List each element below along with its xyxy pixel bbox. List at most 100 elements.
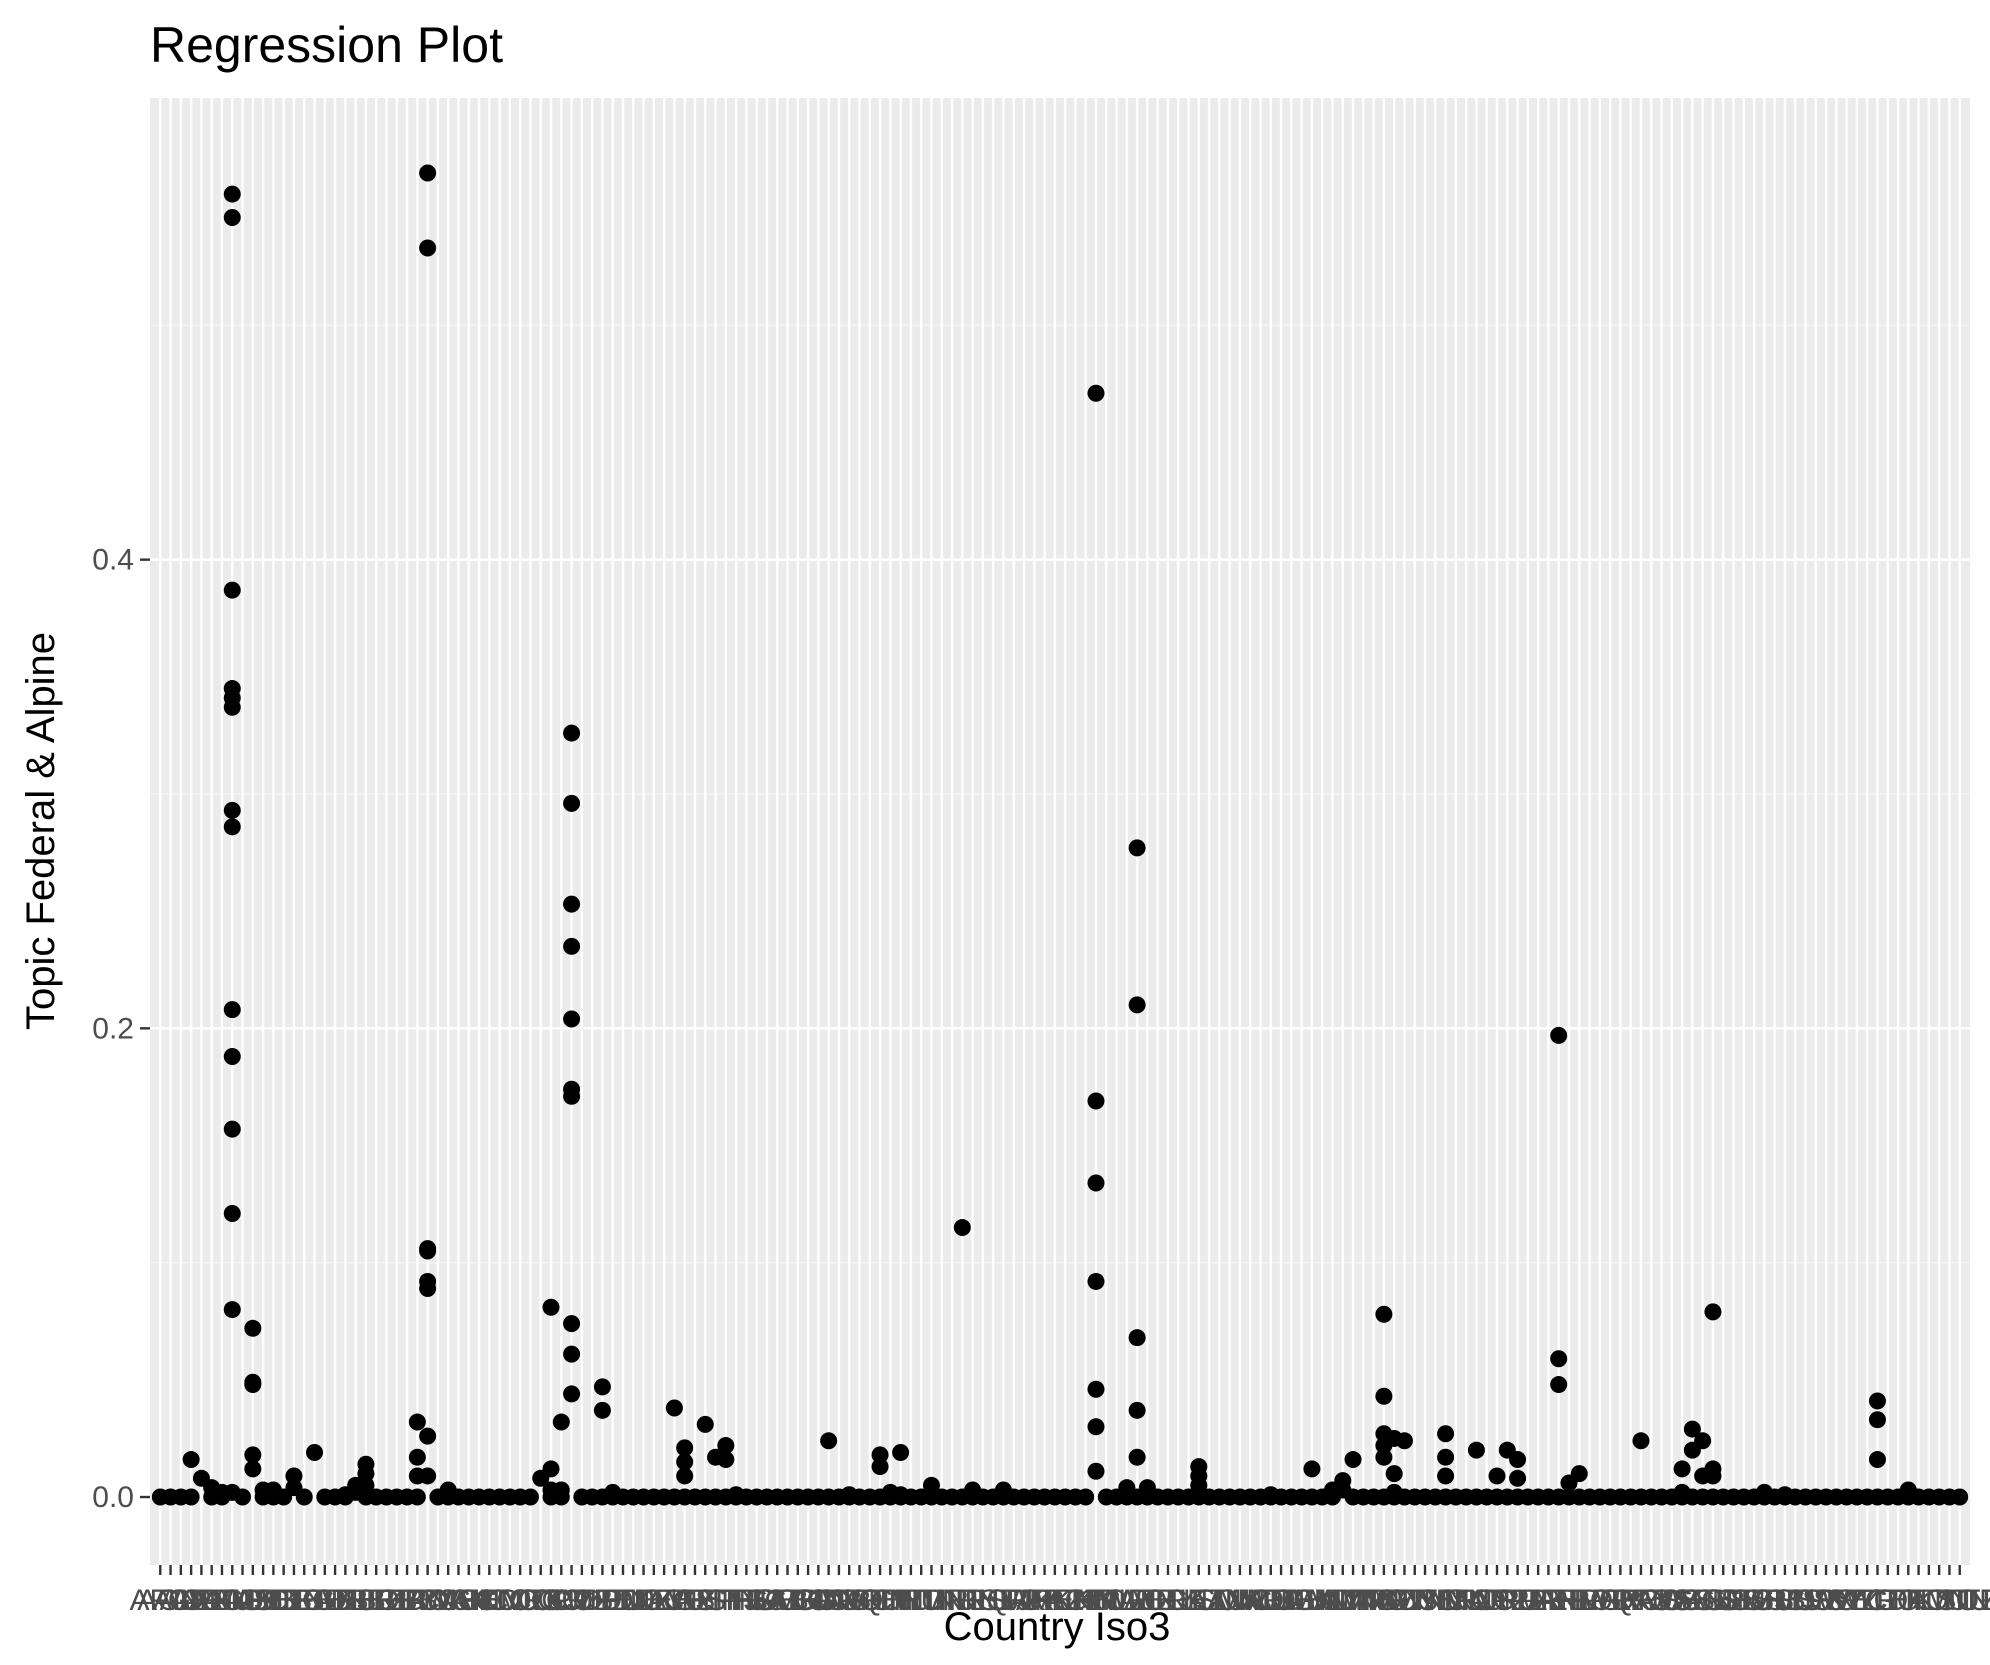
- x-tick-label: LIE: [1166, 1584, 1211, 1617]
- x-tick-label: SMR: [1721, 1584, 1788, 1617]
- data-point: [1550, 1026, 1568, 1044]
- data-point: [223, 818, 241, 836]
- x-tick-label: COG: [496, 1584, 564, 1617]
- x-tick-label: GTM: [847, 1584, 914, 1617]
- data-point: [223, 801, 241, 819]
- x-tick-label: GMB: [794, 1584, 862, 1617]
- x-tick-label: NER: [1414, 1584, 1477, 1617]
- x-tick-label: COD: [487, 1584, 554, 1617]
- x-tick-label: TUR: [1939, 1584, 1990, 1617]
- data-point: [717, 1451, 735, 1469]
- x-tick-label: MDA: [1237, 1584, 1304, 1617]
- x-tick-label: TON: [1908, 1584, 1971, 1617]
- data-point: [419, 1279, 437, 1297]
- x-tick-label: KIR: [1071, 1584, 1121, 1617]
- x-tick-label: DJI: [600, 1584, 645, 1617]
- data-point: [1087, 1092, 1105, 1110]
- data-point: [182, 1488, 200, 1506]
- x-tick-label: JAM: [994, 1584, 1054, 1617]
- data-point: [182, 1451, 200, 1469]
- x-tick-label: BRA: [366, 1584, 428, 1617]
- data-point: [1385, 1465, 1403, 1483]
- x-tick-label: LBY: [1140, 1584, 1197, 1617]
- x-tick-label: ARM: [189, 1584, 256, 1617]
- x-tick-label: EGY: [653, 1584, 716, 1617]
- x-tick-label: PNG: [1557, 1584, 1622, 1617]
- data-point: [953, 1219, 971, 1237]
- data-point: [563, 895, 581, 913]
- x-tick-label: BRN: [386, 1584, 449, 1617]
- x-tick-label: GHA: [776, 1584, 841, 1617]
- x-axis: AFGAGOALBANDAREARGARMATGAUSAUTAZEBDIBELB…: [129, 1565, 1990, 1617]
- x-tick-label: ERI: [670, 1584, 720, 1617]
- x-tick-label: IRN: [947, 1584, 999, 1617]
- x-tick-label: BEN: [263, 1584, 325, 1617]
- x-tick-label: UGA: [1968, 1584, 1990, 1617]
- x-tick-label: SSD: [1754, 1584, 1816, 1617]
- data-point: [1128, 1401, 1146, 1419]
- x-tick-label: COL: [510, 1584, 572, 1617]
- x-tick-label: IRL: [939, 1584, 986, 1617]
- data-point: [593, 1401, 611, 1419]
- x-tick-label: SWZ: [1813, 1584, 1880, 1617]
- x-tick-label: NPL: [1468, 1584, 1526, 1617]
- x-tick-label: BGR: [292, 1584, 357, 1617]
- data-point: [1087, 1174, 1105, 1192]
- x-tick-label: GBR: [755, 1584, 820, 1617]
- x-tick-label: CRI: [546, 1584, 598, 1617]
- data-point: [1395, 1432, 1413, 1450]
- x-tick-label: THA: [1868, 1584, 1928, 1617]
- data-point: [871, 1458, 889, 1476]
- data-point: [1550, 1350, 1568, 1368]
- x-tick-label: MKD: [1289, 1584, 1356, 1617]
- x-tick-label: EST: [686, 1584, 744, 1617]
- data-point: [563, 1385, 581, 1403]
- data-point: [419, 1427, 437, 1445]
- x-tick-label: ARE: [171, 1584, 233, 1617]
- x-tick-label: AGO: [137, 1584, 204, 1617]
- data-point: [563, 1087, 581, 1105]
- x-tick-label: MLI: [1307, 1584, 1357, 1617]
- x-tick-label: KOR: [1084, 1584, 1149, 1617]
- data-point: [1375, 1387, 1393, 1405]
- x-tick-label: BTN: [398, 1584, 458, 1617]
- y-tick-label: 0.0: [92, 1481, 134, 1514]
- x-tick-label: SVN: [1795, 1584, 1857, 1617]
- data-point: [1951, 1488, 1969, 1506]
- plot-panel: [150, 98, 1970, 1565]
- data-point: [1128, 1329, 1146, 1347]
- data-point: [1570, 1465, 1588, 1483]
- x-tick-label: MNE: [1330, 1584, 1397, 1617]
- x-tick-label: KWT: [1094, 1584, 1161, 1617]
- x-tick-label: ROU: [1618, 1584, 1685, 1617]
- x-tick-label: SLB: [1695, 1584, 1752, 1617]
- x-tick-label: MWI: [1384, 1584, 1446, 1617]
- x-tick-label: HUN: [899, 1584, 964, 1617]
- x-tick-label: KNA: [1075, 1584, 1137, 1617]
- x-tick-label: TUN: [1929, 1584, 1990, 1617]
- data-point: [676, 1439, 694, 1457]
- x-tick-label: TKM: [1887, 1584, 1950, 1617]
- x-tick-label: POL: [1570, 1584, 1630, 1617]
- data-point: [1087, 1380, 1105, 1398]
- x-tick-label: SLV: [1717, 1584, 1771, 1617]
- x-tick-label: PHL: [1540, 1584, 1598, 1617]
- x-tick-label: ETH: [696, 1584, 756, 1617]
- y-axis: 0.0 0.2 0.4: [92, 544, 150, 1514]
- x-tick-label: DMA: [600, 1584, 667, 1617]
- x-tick-label: FSM: [735, 1584, 798, 1617]
- x-tick-label: IND: [926, 1584, 978, 1617]
- x-tick-label: MCO: [1226, 1584, 1296, 1617]
- x-tick-label: MDV: [1258, 1584, 1325, 1617]
- data-point: [563, 724, 581, 742]
- x-tick-label: SEN: [1672, 1584, 1734, 1617]
- data-point: [357, 1476, 375, 1494]
- x-tick-label: DEU: [581, 1584, 644, 1617]
- x-tick-label: PAN: [1519, 1584, 1578, 1617]
- y-tick-label: 0.4: [92, 544, 134, 577]
- data-point: [521, 1488, 539, 1506]
- x-tick-label: TJK: [1882, 1584, 1935, 1617]
- x-tick-label: SYR: [1836, 1584, 1898, 1617]
- data-point: [244, 1460, 262, 1478]
- data-point: [1683, 1420, 1701, 1438]
